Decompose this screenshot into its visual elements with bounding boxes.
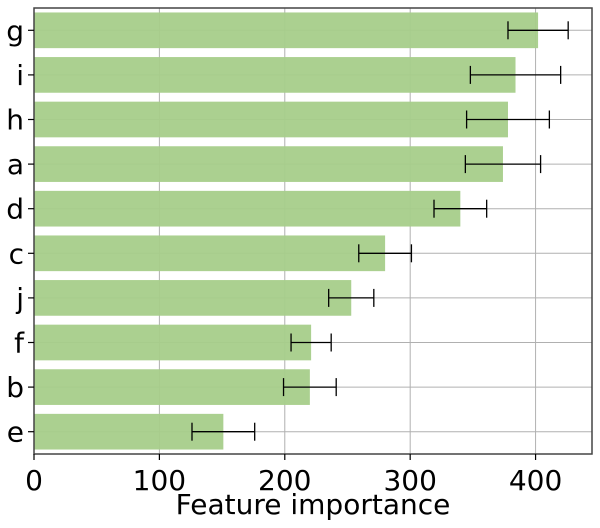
errorbar-f: [290, 333, 332, 352]
y-tick-label-j: j: [15, 282, 24, 315]
errorbar-b: [282, 378, 337, 397]
x-tick-labels: 0 100 200 300 400: [25, 454, 562, 497]
error-bars: [191, 21, 569, 441]
x-tick-label: 100: [133, 464, 186, 497]
bar-a: [34, 146, 503, 182]
bar-g: [34, 12, 539, 49]
errorbar-j: [328, 288, 375, 307]
errorbar-g: [507, 21, 569, 40]
y-tick-label-f: f: [14, 327, 25, 360]
x-tick-label: 0: [25, 464, 43, 497]
plot-frame: [33, 7, 593, 455]
errorbar-d: [433, 199, 488, 218]
y-tick-label-i: i: [16, 59, 24, 92]
bar-f: [34, 324, 312, 361]
errorbar-a: [464, 155, 542, 174]
x-tick-label: 400: [509, 464, 562, 497]
y-tick-label-h: h: [6, 104, 24, 137]
errorbar-h: [465, 110, 551, 129]
y-tick-label-g: g: [6, 14, 24, 47]
errorbar-c: [358, 244, 413, 263]
y-tick-label-a: a: [7, 148, 24, 181]
errorbar-e: [191, 422, 256, 441]
x-axis-title: Feature importance: [176, 488, 451, 521]
bar-c: [34, 235, 386, 272]
errorbar-i: [469, 65, 562, 84]
bar-h: [34, 101, 508, 138]
bar-d: [34, 190, 461, 227]
y-tick-label-d: d: [6, 193, 24, 226]
x-tick-label: 200: [258, 464, 311, 497]
y-tick-label-b: b: [6, 371, 24, 404]
bars: [34, 12, 539, 450]
bar-j: [34, 280, 352, 316]
x-tick-label: 300: [383, 464, 436, 497]
bar-b: [34, 369, 310, 405]
bar-i: [34, 57, 516, 93]
y-tick-label-c: c: [9, 237, 24, 270]
y-tick-label-e: e: [7, 416, 24, 449]
